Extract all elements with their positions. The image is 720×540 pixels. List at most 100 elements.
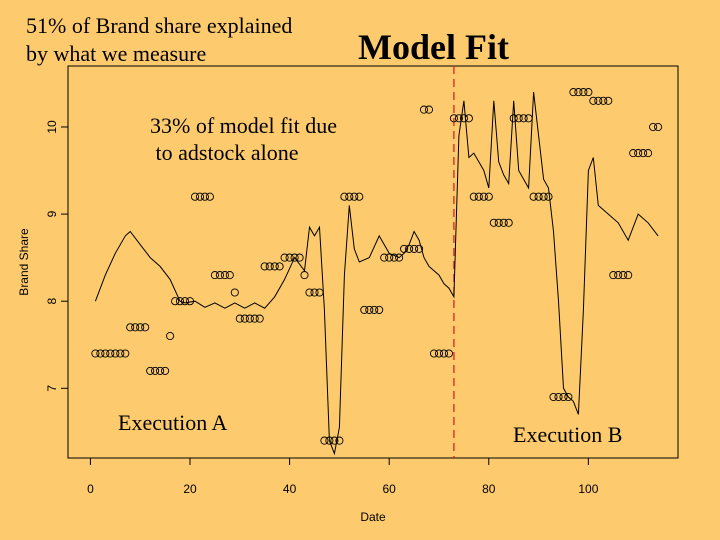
x-axis-label: Date (360, 510, 386, 524)
data-point-107 (624, 271, 633, 280)
chart-title: Model Fit (358, 27, 509, 67)
data-point-39 (285, 253, 294, 262)
data-point-19 (185, 297, 195, 306)
data-point-41 (295, 253, 304, 262)
data-point-89 (534, 192, 543, 201)
data-point-88 (529, 192, 538, 201)
y-axis: 7 8 9 10 (45, 120, 68, 392)
data-point-28 (230, 288, 239, 297)
data-point-3 (106, 349, 115, 358)
data-point-63 (405, 244, 414, 253)
data-point-5 (116, 349, 125, 358)
data-point-78 (479, 192, 488, 201)
data-point-110 (639, 149, 648, 158)
data-point-75 (464, 114, 473, 123)
x-tick-label-5: 100 (578, 482, 598, 496)
execution-a-label: Execution A (118, 410, 228, 435)
data-point-10 (141, 323, 150, 332)
data-point-80 (489, 218, 498, 227)
data-point-101 (594, 96, 603, 105)
plot-frame (67, 65, 679, 459)
data-point-72 (449, 114, 458, 123)
data-point-34 (260, 262, 269, 271)
data-point-54 (360, 305, 369, 314)
data-point-67 (424, 105, 434, 114)
data-point-11 (146, 366, 155, 375)
fit-line (94, 92, 659, 456)
data-point-46 (320, 436, 329, 445)
data-point-90 (539, 192, 548, 201)
data-point-26 (220, 271, 229, 280)
data-point-51 (345, 192, 354, 201)
data-point-106 (619, 271, 628, 280)
x-tick-label-3: 60 (383, 482, 397, 496)
data-point-97 (574, 88, 583, 97)
x-tick-label-2: 40 (283, 482, 297, 496)
data-point-42 (300, 271, 309, 280)
data-point-59 (385, 253, 394, 262)
data-point-24 (210, 271, 219, 280)
data-point-9 (136, 323, 145, 332)
data-point-82 (499, 218, 508, 227)
data-point-2 (101, 349, 110, 358)
data-point-0 (91, 349, 100, 358)
data-point-71 (444, 349, 453, 358)
data-point-108 (629, 149, 638, 158)
data-point-45 (315, 288, 324, 297)
data-point-95 (564, 392, 573, 402)
data-point-43 (305, 288, 314, 297)
data-point-15 (166, 331, 175, 341)
data-point-13 (156, 366, 165, 375)
data-point-64 (410, 244, 419, 253)
y-tick-label-2: 9 (45, 210, 59, 217)
data-point-102 (599, 96, 608, 105)
data-point-68 (429, 349, 439, 358)
data-point-109 (634, 149, 643, 158)
data-point-79 (484, 192, 493, 201)
y-tick-label-3: 10 (45, 120, 59, 134)
x-tick-label-1: 20 (183, 482, 197, 496)
data-point-92 (549, 392, 558, 402)
data-point-53 (355, 192, 364, 201)
data-point-40 (290, 253, 299, 262)
data-point-112 (649, 122, 658, 132)
x-tick-label-0: 0 (87, 482, 94, 496)
data-point-74 (459, 114, 468, 123)
data-point-33 (255, 314, 264, 323)
data-point-12 (151, 366, 160, 375)
data-point-100 (589, 96, 598, 105)
y-tick-label-1: 8 (45, 298, 59, 305)
y-tick-label-0: 7 (45, 385, 59, 392)
data-point-48 (330, 436, 339, 445)
data-point-23 (205, 192, 214, 201)
data-point-30 (240, 314, 249, 323)
data-point-52 (350, 192, 359, 201)
data-point-21 (195, 192, 205, 201)
data-point-84 (509, 114, 518, 123)
data-point-62 (400, 244, 409, 253)
data-point-91 (544, 192, 553, 201)
data-point-49 (335, 436, 344, 445)
data-point-66 (419, 105, 429, 114)
data-point-31 (245, 314, 254, 323)
data-points (91, 88, 663, 445)
data-point-35 (265, 262, 274, 271)
data-point-18 (180, 297, 190, 306)
data-point-36 (270, 262, 279, 271)
data-point-8 (131, 323, 140, 332)
data-point-113 (654, 122, 663, 132)
data-point-103 (604, 96, 613, 105)
data-point-56 (370, 305, 379, 314)
data-point-69 (434, 349, 444, 358)
data-point-86 (519, 114, 528, 123)
data-point-65 (415, 244, 424, 253)
data-point-57 (375, 305, 384, 314)
data-point-38 (280, 253, 289, 262)
data-point-14 (161, 366, 170, 375)
data-point-81 (494, 218, 503, 227)
data-point-104 (609, 271, 618, 280)
data-point-17 (175, 297, 185, 306)
x-axis: 0 20 40 60 80 100 (87, 458, 599, 496)
